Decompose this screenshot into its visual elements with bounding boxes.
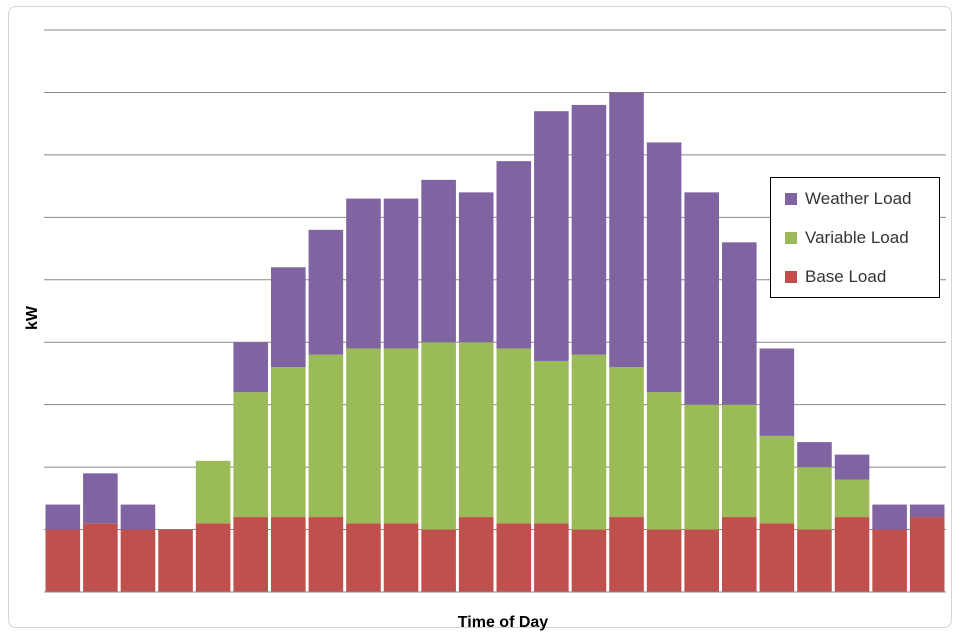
bar-variable-load-6 xyxy=(233,392,268,518)
bar-variable-load-14 xyxy=(534,360,569,524)
bar-base-load-15 xyxy=(571,529,607,592)
bar-weather-load-3 xyxy=(120,504,156,530)
bar-variable-load-10 xyxy=(383,348,419,524)
bar-weather-load-18 xyxy=(684,192,719,405)
bar-variable-load-18 xyxy=(684,404,719,530)
bar-base-load-9 xyxy=(346,523,381,592)
bar-base-load-2 xyxy=(83,523,118,592)
bar-weather-load-16 xyxy=(609,92,644,368)
bar-weather-load-14 xyxy=(534,111,569,361)
bar-base-load-11 xyxy=(421,529,456,592)
bar-weather-load-24 xyxy=(909,504,945,518)
bar-base-load-10 xyxy=(383,523,419,592)
bar-weather-load-9 xyxy=(346,198,381,349)
bar-variable-load-7 xyxy=(271,367,306,518)
bar-variable-load-20 xyxy=(759,435,795,524)
bar-weather-load-22 xyxy=(834,454,870,480)
legend-item-weather-load: Weather Load xyxy=(785,188,911,210)
bar-variable-load-21 xyxy=(797,467,832,530)
bar-variable-load-9 xyxy=(346,348,381,524)
bar-weather-load-15 xyxy=(571,104,607,355)
bar-weather-load-19 xyxy=(722,242,757,405)
bar-base-load-24 xyxy=(909,517,945,592)
bar-weather-load-21 xyxy=(797,442,832,468)
bar-weather-load-12 xyxy=(458,192,494,343)
bar-base-load-7 xyxy=(271,517,306,592)
legend-label-base-load: Base Load xyxy=(805,267,887,286)
bar-variable-load-13 xyxy=(496,348,532,524)
bar-base-load-12 xyxy=(458,517,494,592)
bar-base-load-1 xyxy=(45,529,81,592)
bar-weather-load-6 xyxy=(233,342,268,393)
bar-base-load-17 xyxy=(646,529,682,592)
bar-base-load-8 xyxy=(308,517,344,592)
bar-variable-load-5 xyxy=(195,460,231,524)
bar-weather-load-23 xyxy=(872,504,907,530)
bar-base-load-22 xyxy=(834,517,870,592)
x-axis-title: Time of Day xyxy=(458,614,549,631)
legend-swatch-base-load xyxy=(785,271,797,283)
bar-base-load-21 xyxy=(797,529,832,592)
bar-base-load-4 xyxy=(158,529,193,592)
bars xyxy=(45,92,945,592)
bar-weather-load-1 xyxy=(45,504,81,530)
bar-weather-load-7 xyxy=(271,267,306,368)
bar-variable-load-8 xyxy=(308,354,344,518)
legend: Weather Load Variable Load Base Load xyxy=(770,177,940,298)
bar-variable-load-12 xyxy=(458,342,494,518)
bar-base-load-18 xyxy=(684,529,719,592)
bar-base-load-13 xyxy=(496,523,532,592)
bar-weather-load-17 xyxy=(646,142,682,393)
bar-base-load-5 xyxy=(195,523,231,592)
bar-base-load-14 xyxy=(534,523,569,592)
bar-base-load-19 xyxy=(722,517,757,592)
bar-base-load-20 xyxy=(759,523,795,592)
legend-label-variable-load: Variable Load xyxy=(805,228,909,247)
legend-swatch-variable-load xyxy=(785,232,797,244)
bar-base-load-6 xyxy=(233,517,268,592)
bar-weather-load-8 xyxy=(308,229,344,355)
bar-weather-load-20 xyxy=(759,348,795,436)
bar-base-load-23 xyxy=(872,529,907,592)
bar-variable-load-22 xyxy=(834,479,870,518)
bar-weather-load-2 xyxy=(83,473,118,524)
bar-weather-load-10 xyxy=(383,198,419,349)
bar-variable-load-17 xyxy=(646,392,682,530)
bar-variable-load-19 xyxy=(722,404,757,518)
bar-base-load-3 xyxy=(120,529,156,592)
bar-variable-load-15 xyxy=(571,354,607,530)
bar-variable-load-16 xyxy=(609,367,644,518)
y-axis-title: kW xyxy=(24,305,41,330)
bar-weather-load-13 xyxy=(496,161,532,349)
bar-weather-load-11 xyxy=(421,179,456,343)
bar-variable-load-11 xyxy=(421,342,456,530)
legend-item-base-load: Base Load xyxy=(785,266,886,288)
legend-swatch-weather-load xyxy=(785,193,797,205)
bar-base-load-16 xyxy=(609,517,644,592)
legend-item-variable-load: Variable Load xyxy=(785,227,909,249)
legend-label-weather-load: Weather Load xyxy=(805,189,912,208)
